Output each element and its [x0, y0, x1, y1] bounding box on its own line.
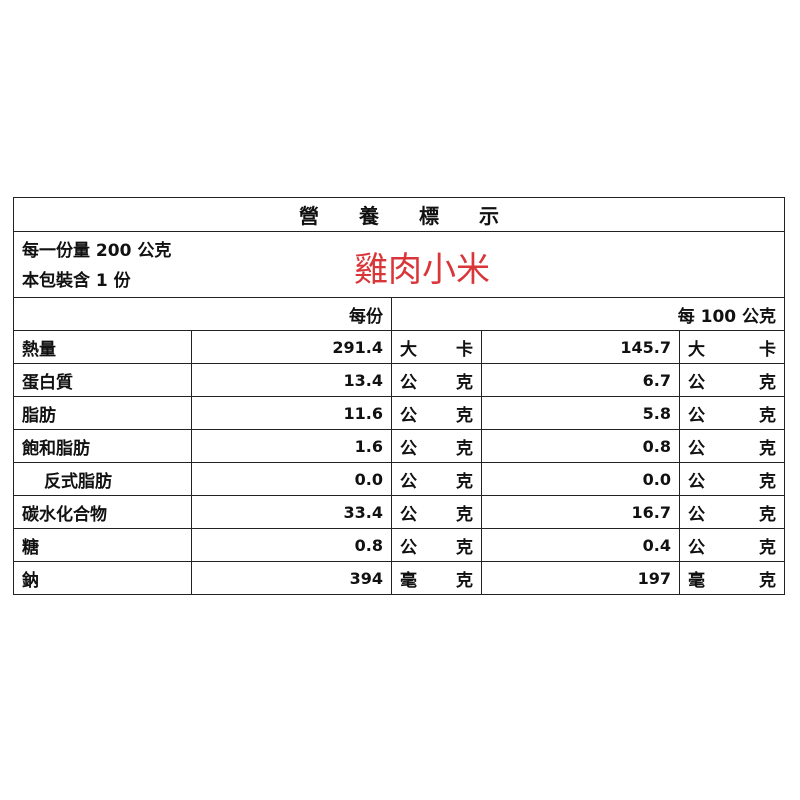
per-100g-unit: 公克	[678, 462, 786, 496]
unit-char: 毫	[400, 570, 417, 591]
per-serving-value: 1.6	[191, 429, 392, 463]
nutrient-row: 鈉 394 毫克 197 毫克	[13, 561, 786, 595]
nutrient-row: 熱量 291.4 大卡 145.7 大卡	[13, 330, 786, 364]
unit-char: 公	[688, 405, 705, 426]
unit-char: 公	[400, 372, 417, 393]
header-per-100g: 每 100 公克	[390, 297, 786, 331]
unit-char: 公	[400, 438, 417, 459]
per-100g-unit: 公克	[678, 363, 786, 397]
header-row: 每份 每 100 公克	[13, 297, 786, 331]
per-100g-unit: 公克	[678, 396, 786, 430]
unit-char: 克	[456, 504, 473, 525]
per-serving-unit: 公克	[391, 528, 482, 562]
per-serving-value: 291.4	[191, 330, 392, 364]
unit-char: 公	[400, 504, 417, 525]
unit-char: 克	[759, 537, 777, 558]
per-serving-unit: 公克	[391, 363, 482, 397]
per-serving-value: 33.4	[191, 495, 392, 529]
nutrient-name: 糖	[13, 528, 192, 562]
unit-char: 公	[688, 471, 705, 492]
per-100g-value: 0.4	[481, 528, 680, 562]
per-100g-value: 145.7	[481, 330, 680, 364]
unit-char: 克	[456, 570, 473, 591]
unit-char: 毫	[688, 570, 705, 591]
nutrient-name: 飽和脂肪	[13, 429, 192, 463]
per-serving-unit: 公克	[391, 429, 482, 463]
per-serving-unit: 公克	[391, 396, 482, 430]
per-serving-unit: 毫克	[391, 561, 482, 595]
per-serving-unit: 公克	[391, 495, 482, 529]
unit-char: 克	[759, 471, 777, 492]
per-100g-value: 197	[481, 561, 680, 595]
unit-char: 克	[456, 438, 473, 459]
unit-char: 克	[759, 504, 777, 525]
per-serving-unit: 大卡	[391, 330, 482, 364]
per-serving-value: 13.4	[191, 363, 392, 397]
nutrient-name: 蛋白質	[13, 363, 192, 397]
title-char: 養	[359, 204, 380, 228]
unit-char: 公	[400, 537, 417, 558]
per-serving-value: 394	[191, 561, 392, 595]
nutrient-row: 糖 0.8 公克 0.4 公克	[13, 528, 786, 562]
nutrient-row: 反式脂肪 0.0 公克 0.0 公克	[13, 462, 786, 496]
title-char: 營	[299, 204, 320, 228]
per-serving-unit: 公克	[391, 462, 482, 496]
title-char: 示	[479, 204, 500, 228]
unit-char: 公	[400, 471, 417, 492]
per-serving-value: 0.0	[191, 462, 392, 496]
unit-char: 卡	[759, 339, 777, 360]
per-100g-unit: 公克	[678, 528, 786, 562]
nutrient-name: 鈉	[13, 561, 192, 595]
per-100g-value: 5.8	[481, 396, 680, 430]
unit-char: 公	[688, 372, 705, 393]
unit-char: 克	[759, 405, 777, 426]
per-100g-value: 16.7	[481, 495, 680, 529]
unit-char: 克	[456, 471, 473, 492]
unit-char: 克	[456, 537, 473, 558]
servings-per-package: 本包裝含 1 份	[22, 271, 131, 291]
unit-char: 公	[688, 438, 705, 459]
per-100g-unit: 公克	[678, 429, 786, 463]
unit-char: 克	[759, 438, 777, 459]
unit-char: 大	[400, 339, 417, 360]
per-100g-unit: 公克	[678, 495, 786, 529]
unit-char: 公	[400, 405, 417, 426]
title-char: 標	[419, 204, 440, 228]
label-title: 營養標示	[12, 197, 786, 232]
unit-char: 克	[759, 372, 777, 393]
unit-char: 克	[456, 405, 473, 426]
nutrient-name: 反式脂肪	[13, 462, 192, 496]
nutrient-row: 蛋白質 13.4 公克 6.7 公克	[13, 363, 786, 397]
unit-char: 公	[688, 537, 705, 558]
nutrient-name: 熱量	[13, 330, 192, 364]
per-serving-value: 11.6	[191, 396, 392, 430]
unit-char: 卡	[456, 339, 473, 360]
per-100g-unit: 大卡	[678, 330, 786, 364]
nutrient-row: 飽和脂肪 1.6 公克 0.8 公克	[13, 429, 786, 463]
unit-char: 克	[456, 372, 473, 393]
per-100g-value: 0.8	[481, 429, 680, 463]
unit-char: 克	[759, 570, 777, 591]
per-100g-value: 6.7	[481, 363, 680, 397]
per-100g-unit: 毫克	[678, 561, 786, 595]
unit-char: 公	[688, 504, 705, 525]
per-100g-value: 0.0	[481, 462, 680, 496]
header-per-serving: 每份	[13, 297, 392, 331]
per-serving-value: 0.8	[191, 528, 392, 562]
nutrition-facts-table: 營 養 標 示 每一份量 200 公克 本包裝含 1 份 雞肉小米 每份 每 100 …	[12, 197, 786, 595]
title-row: 營養標示	[12, 197, 786, 232]
serving-size: 每一份量 200 公克	[22, 241, 172, 261]
nutrient-row: 脂肪 11.6 公克 5.8 公克	[13, 396, 786, 430]
nutrient-row: 碳水化合物 33.4 公克 16.7 公克	[13, 495, 786, 529]
product-name: 雞肉小米	[354, 250, 490, 290]
serving-info: 每一份量 200 公克 本包裝含 1 份 雞肉小米	[12, 231, 786, 298]
unit-char: 大	[688, 339, 705, 360]
serving-row: 每一份量 200 公克 本包裝含 1 份 雞肉小米	[12, 231, 786, 298]
nutrient-name: 碳水化合物	[13, 495, 192, 529]
nutrient-name: 脂肪	[13, 396, 192, 430]
